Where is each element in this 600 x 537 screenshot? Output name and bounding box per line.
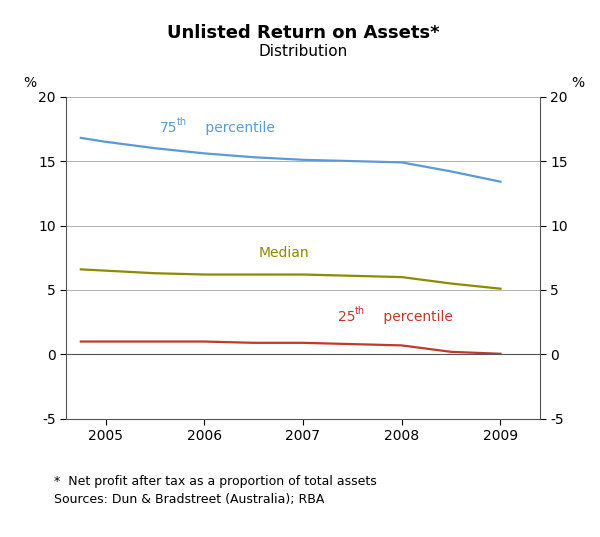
Text: percentile: percentile [201, 121, 275, 135]
Text: th: th [355, 306, 364, 316]
Text: 25: 25 [338, 310, 355, 324]
Text: 75: 75 [160, 121, 178, 135]
Text: Sources: Dun & Bradstreet (Australia); RBA: Sources: Dun & Bradstreet (Australia); R… [54, 493, 325, 506]
Text: Unlisted Return on Assets*: Unlisted Return on Assets* [167, 24, 439, 42]
Text: percentile: percentile [379, 310, 453, 324]
Text: Distribution: Distribution [259, 44, 347, 59]
Text: *  Net profit after tax as a proportion of total assets: * Net profit after tax as a proportion o… [54, 475, 377, 488]
Text: Median: Median [259, 246, 309, 260]
Text: %: % [571, 76, 584, 90]
Text: %: % [23, 76, 37, 90]
Text: th: th [176, 117, 187, 127]
